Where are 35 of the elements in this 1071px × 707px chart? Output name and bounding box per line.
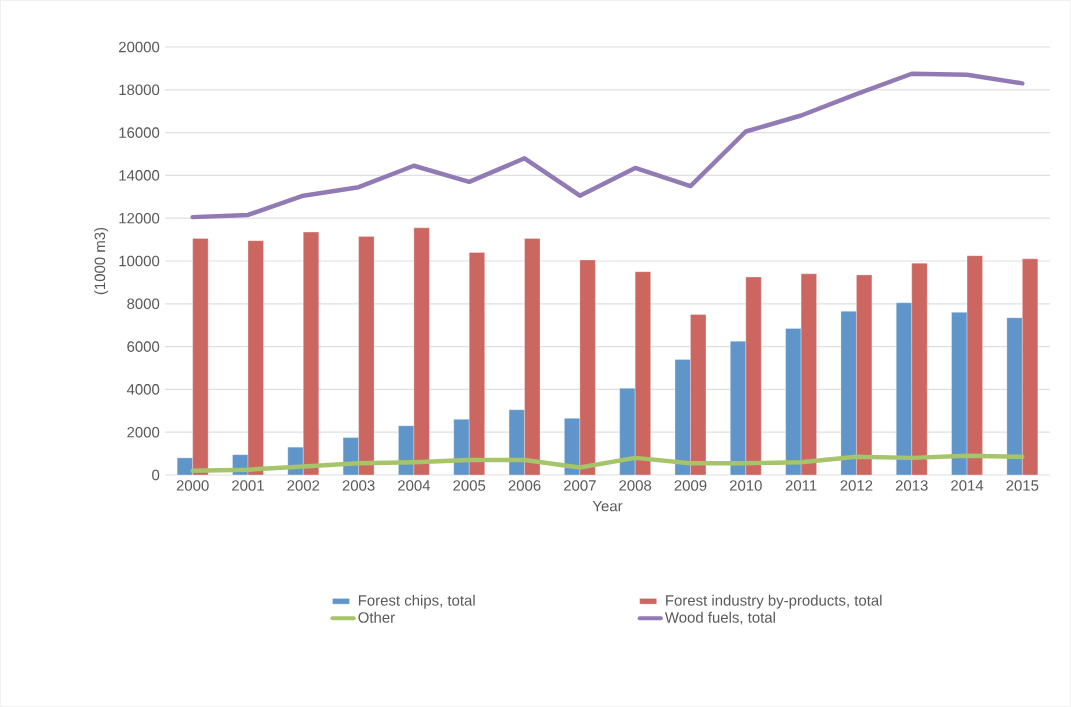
y-tick-label: 20000 — [119, 41, 160, 53]
x-tick-label: 2005 — [453, 480, 486, 491]
y-tick-label: 4000 — [126, 384, 160, 395]
x-tick-label: 2011 — [785, 480, 817, 491]
x-tick-label: 2015 — [1006, 480, 1039, 491]
y-tick-label: 6000 — [127, 341, 160, 352]
legend-label: Forest chips, total — [358, 594, 475, 609]
x-tick-label: 2006 — [508, 480, 541, 491]
y-tick-label: 16000 — [119, 127, 160, 138]
y-tick-label: 14000 — [119, 170, 160, 181]
x-tick-label: 2002 — [287, 480, 320, 491]
y-tick-label: 0 — [152, 469, 160, 481]
x-tick-label: 2000 — [176, 480, 209, 491]
y-tick-label: 12000 — [119, 212, 160, 224]
y-axis-title: (1000 m3) — [94, 227, 109, 295]
y-tick-label: 8000 — [127, 298, 160, 310]
x-tick-label: 2003 — [342, 480, 375, 491]
legend-label: Forest industry by-products, total — [666, 594, 882, 609]
x-axis-title: Year — [592, 500, 623, 512]
x-tick-label: 2004 — [398, 480, 431, 491]
x-tick-label: 2008 — [619, 480, 652, 491]
y-tick-label: 18000 — [119, 84, 160, 96]
x-tick-label: 2014 — [951, 480, 984, 491]
x-tick-label: 2009 — [674, 480, 707, 491]
x-tick-label: 2012 — [840, 480, 873, 491]
x-tick-label: 2007 — [563, 480, 596, 491]
y-tick-label: 10000 — [119, 255, 160, 267]
line-series — [190, 71, 1025, 220]
x-tick-label: 2010 — [729, 480, 762, 491]
x-tick-label: 2013 — [895, 480, 928, 491]
y-tick-label: 2000 — [127, 426, 160, 438]
x-tick-label: 2001 — [232, 480, 264, 491]
line-series — [190, 453, 1025, 473]
legend-label: Wood fuels, total — [664, 611, 775, 625]
legend-label: Other — [358, 611, 395, 623]
